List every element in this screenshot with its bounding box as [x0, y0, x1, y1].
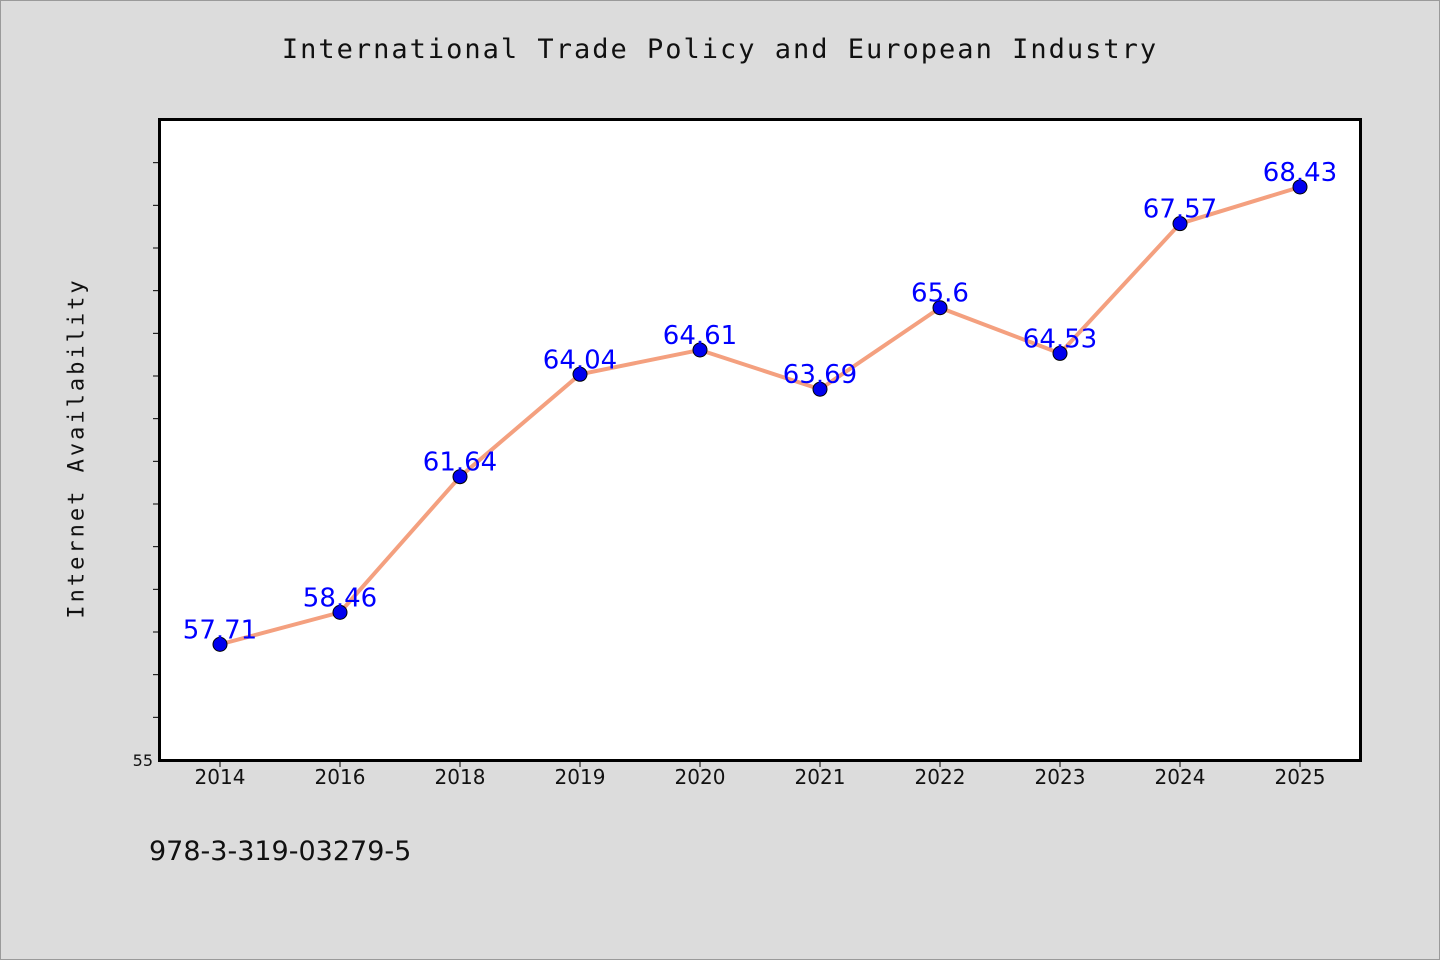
- data-label: 65.6: [911, 279, 969, 309]
- data-point: [212, 636, 228, 652]
- x-axis: 2014 2016 2018 2019 2020 2021 2022 2023 2024 2025: [195, 761, 1326, 789]
- data-point: [572, 366, 588, 382]
- plot-area: [158, 118, 1362, 762]
- x-tick-label: 2021: [795, 765, 846, 789]
- data-label: 61.64: [423, 448, 497, 478]
- x-tick-label: 2022: [915, 765, 966, 789]
- data-points: [212, 179, 1308, 652]
- x-tick-label: 2024: [1155, 765, 1206, 789]
- data-point: [1052, 345, 1068, 361]
- x-tick-label: 2014: [195, 765, 246, 789]
- data-point: [812, 381, 828, 397]
- data-labels: 57.71 58.46 61.64 64.04 64.61 63.69 65.6 64.53 6…: [183, 158, 1337, 645]
- data-label: 63.69: [783, 360, 857, 390]
- y-tick-label: 55: [133, 751, 153, 770]
- data-point: [332, 604, 348, 620]
- data-label: 64.04: [543, 345, 617, 375]
- chart-title: International Trade Policy and European …: [281, 34, 1159, 65]
- data-point: [932, 300, 948, 316]
- data-label: 64.53: [1023, 324, 1097, 354]
- y-axis: 55: [133, 162, 159, 770]
- data-point: [1172, 216, 1188, 232]
- x-tick-label: 2023: [1035, 765, 1086, 789]
- data-label: 67.57: [1143, 195, 1217, 225]
- x-tick-label: 2020: [675, 765, 726, 789]
- x-tick-label: 2019: [555, 765, 606, 789]
- data-point: [692, 342, 708, 358]
- x-tick-label: 2016: [315, 765, 366, 789]
- data-point: [452, 469, 468, 485]
- x-tick-label: 2018: [435, 765, 486, 789]
- data-label: 57.71: [183, 615, 257, 645]
- data-point: [1292, 179, 1308, 195]
- data-label: 64.61: [663, 321, 737, 351]
- series-line: [218, 184, 1302, 647]
- isbn-caption: 978-3-319-03279-5: [149, 836, 412, 867]
- data-label: 58.46: [303, 583, 377, 613]
- data-label: 68.43: [1263, 158, 1337, 188]
- x-tick-label: 2025: [1275, 765, 1326, 789]
